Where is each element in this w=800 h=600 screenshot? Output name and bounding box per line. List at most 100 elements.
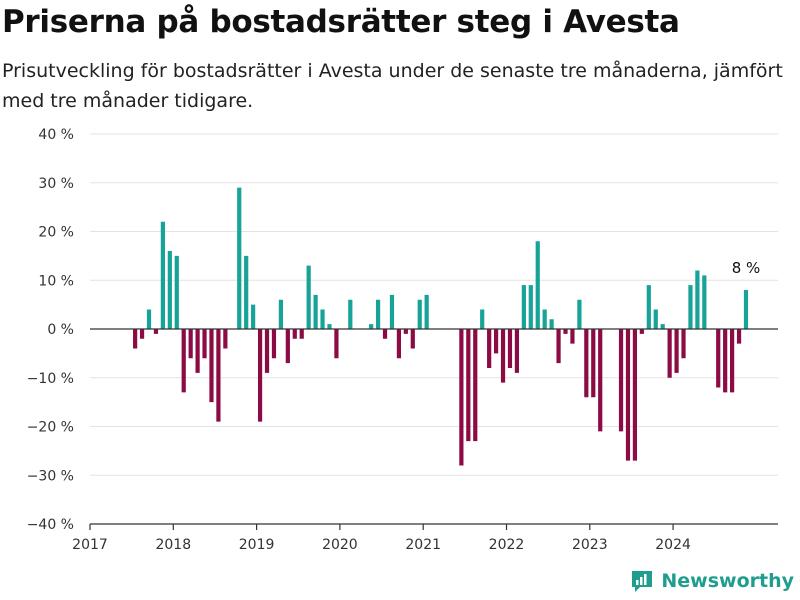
bar [244,255,249,329]
chart-subtitle: Prisutveckling för bostadsrätter i Avest… [2,60,783,112]
bar [292,329,297,339]
bar [424,294,429,329]
bar [396,329,402,359]
bar [153,329,159,334]
bar [306,265,311,329]
bar [473,329,478,442]
bar [542,309,547,329]
bar [535,241,540,329]
bar [327,324,332,329]
bar [313,294,318,329]
bar [167,251,172,329]
bar [681,329,686,359]
bar [202,329,207,359]
bar [223,329,228,349]
bar [702,275,707,329]
bar [556,329,561,364]
bar [660,324,665,329]
x-axis: 2017 2018 2019 2020 2021 2022 2023 2024 [72,523,778,553]
bar [251,304,256,329]
bar [507,329,513,368]
newsworthy-logo-icon [632,571,653,592]
bar [743,290,749,329]
bar [625,329,631,461]
x-tick-label: 2017 [72,537,108,553]
y-tick-label: 20 % [38,225,74,241]
bar [514,329,520,373]
bar [459,329,464,466]
bar [723,329,728,393]
bar [736,329,742,344]
bar [334,329,339,359]
bar [646,285,651,329]
bar [632,329,638,461]
y-tick-label: −30 % [27,468,74,484]
bar [591,329,596,398]
bar [618,329,624,432]
brand-logo: Newsworthy [629,568,794,594]
bar [667,329,672,378]
bar [271,329,277,359]
x-tick-label: 2021 [405,537,441,553]
bar [320,309,325,329]
x-tick-label: 2020 [322,537,358,553]
bar [577,299,582,329]
grid-lines [90,133,778,476]
y-tick-label: −20 % [27,420,74,436]
bar [549,319,554,329]
bar-series [90,187,778,466]
bar [688,285,693,329]
bar [216,329,221,422]
brand-name: Newsworthy [661,570,794,592]
y-tick-label: 10 % [38,273,74,289]
x-tick-label: 2023 [572,537,608,553]
bar [133,329,138,349]
bar [278,299,283,329]
bar [264,329,270,373]
bar [139,329,145,339]
bar [389,294,395,329]
bar [257,329,263,422]
bar [598,329,603,432]
bar [285,329,290,364]
bar [348,299,353,329]
bar [188,329,193,359]
chart-title: Priserna på bostadsrätter steg i Avesta [2,4,680,40]
bar [639,329,644,334]
bar [466,329,471,442]
bar [730,329,735,393]
bar [584,329,589,398]
bar [237,187,242,329]
bar [375,299,381,329]
bar [528,285,533,329]
bar [417,299,422,329]
x-tick-label: 2018 [155,537,191,553]
bar [487,329,492,368]
bar [521,285,526,329]
bar [369,324,374,329]
x-tick-label: 2022 [489,537,525,553]
y-tick-label: 30 % [38,176,74,192]
bar [653,309,658,329]
bar [195,329,200,373]
y-tick-label: 40 % [38,127,74,143]
bar [500,329,506,383]
bar [382,329,388,339]
bar [570,329,575,344]
bar [174,255,179,329]
y-tick-label: 0 % [47,322,74,338]
bar [493,329,499,354]
bar [403,329,408,334]
x-tick-label: 2019 [239,537,275,553]
bar [674,329,679,373]
y-axis-ticks: 40 % 30 % 20 % 10 % 0 % −10 % −20 % −30 % −40 % [27,127,74,533]
bar [480,309,485,329]
bar-chart: 40 %30 %20 %10 %0 %−10 %−20 %−30 %−40 % … [27,127,778,553]
y-tick-label: −40 % [27,517,74,533]
bar [209,329,214,403]
bar [716,329,721,388]
bar [160,221,165,329]
bar [695,270,700,329]
bar [146,309,152,329]
last-value-label: 8 % [732,259,761,277]
